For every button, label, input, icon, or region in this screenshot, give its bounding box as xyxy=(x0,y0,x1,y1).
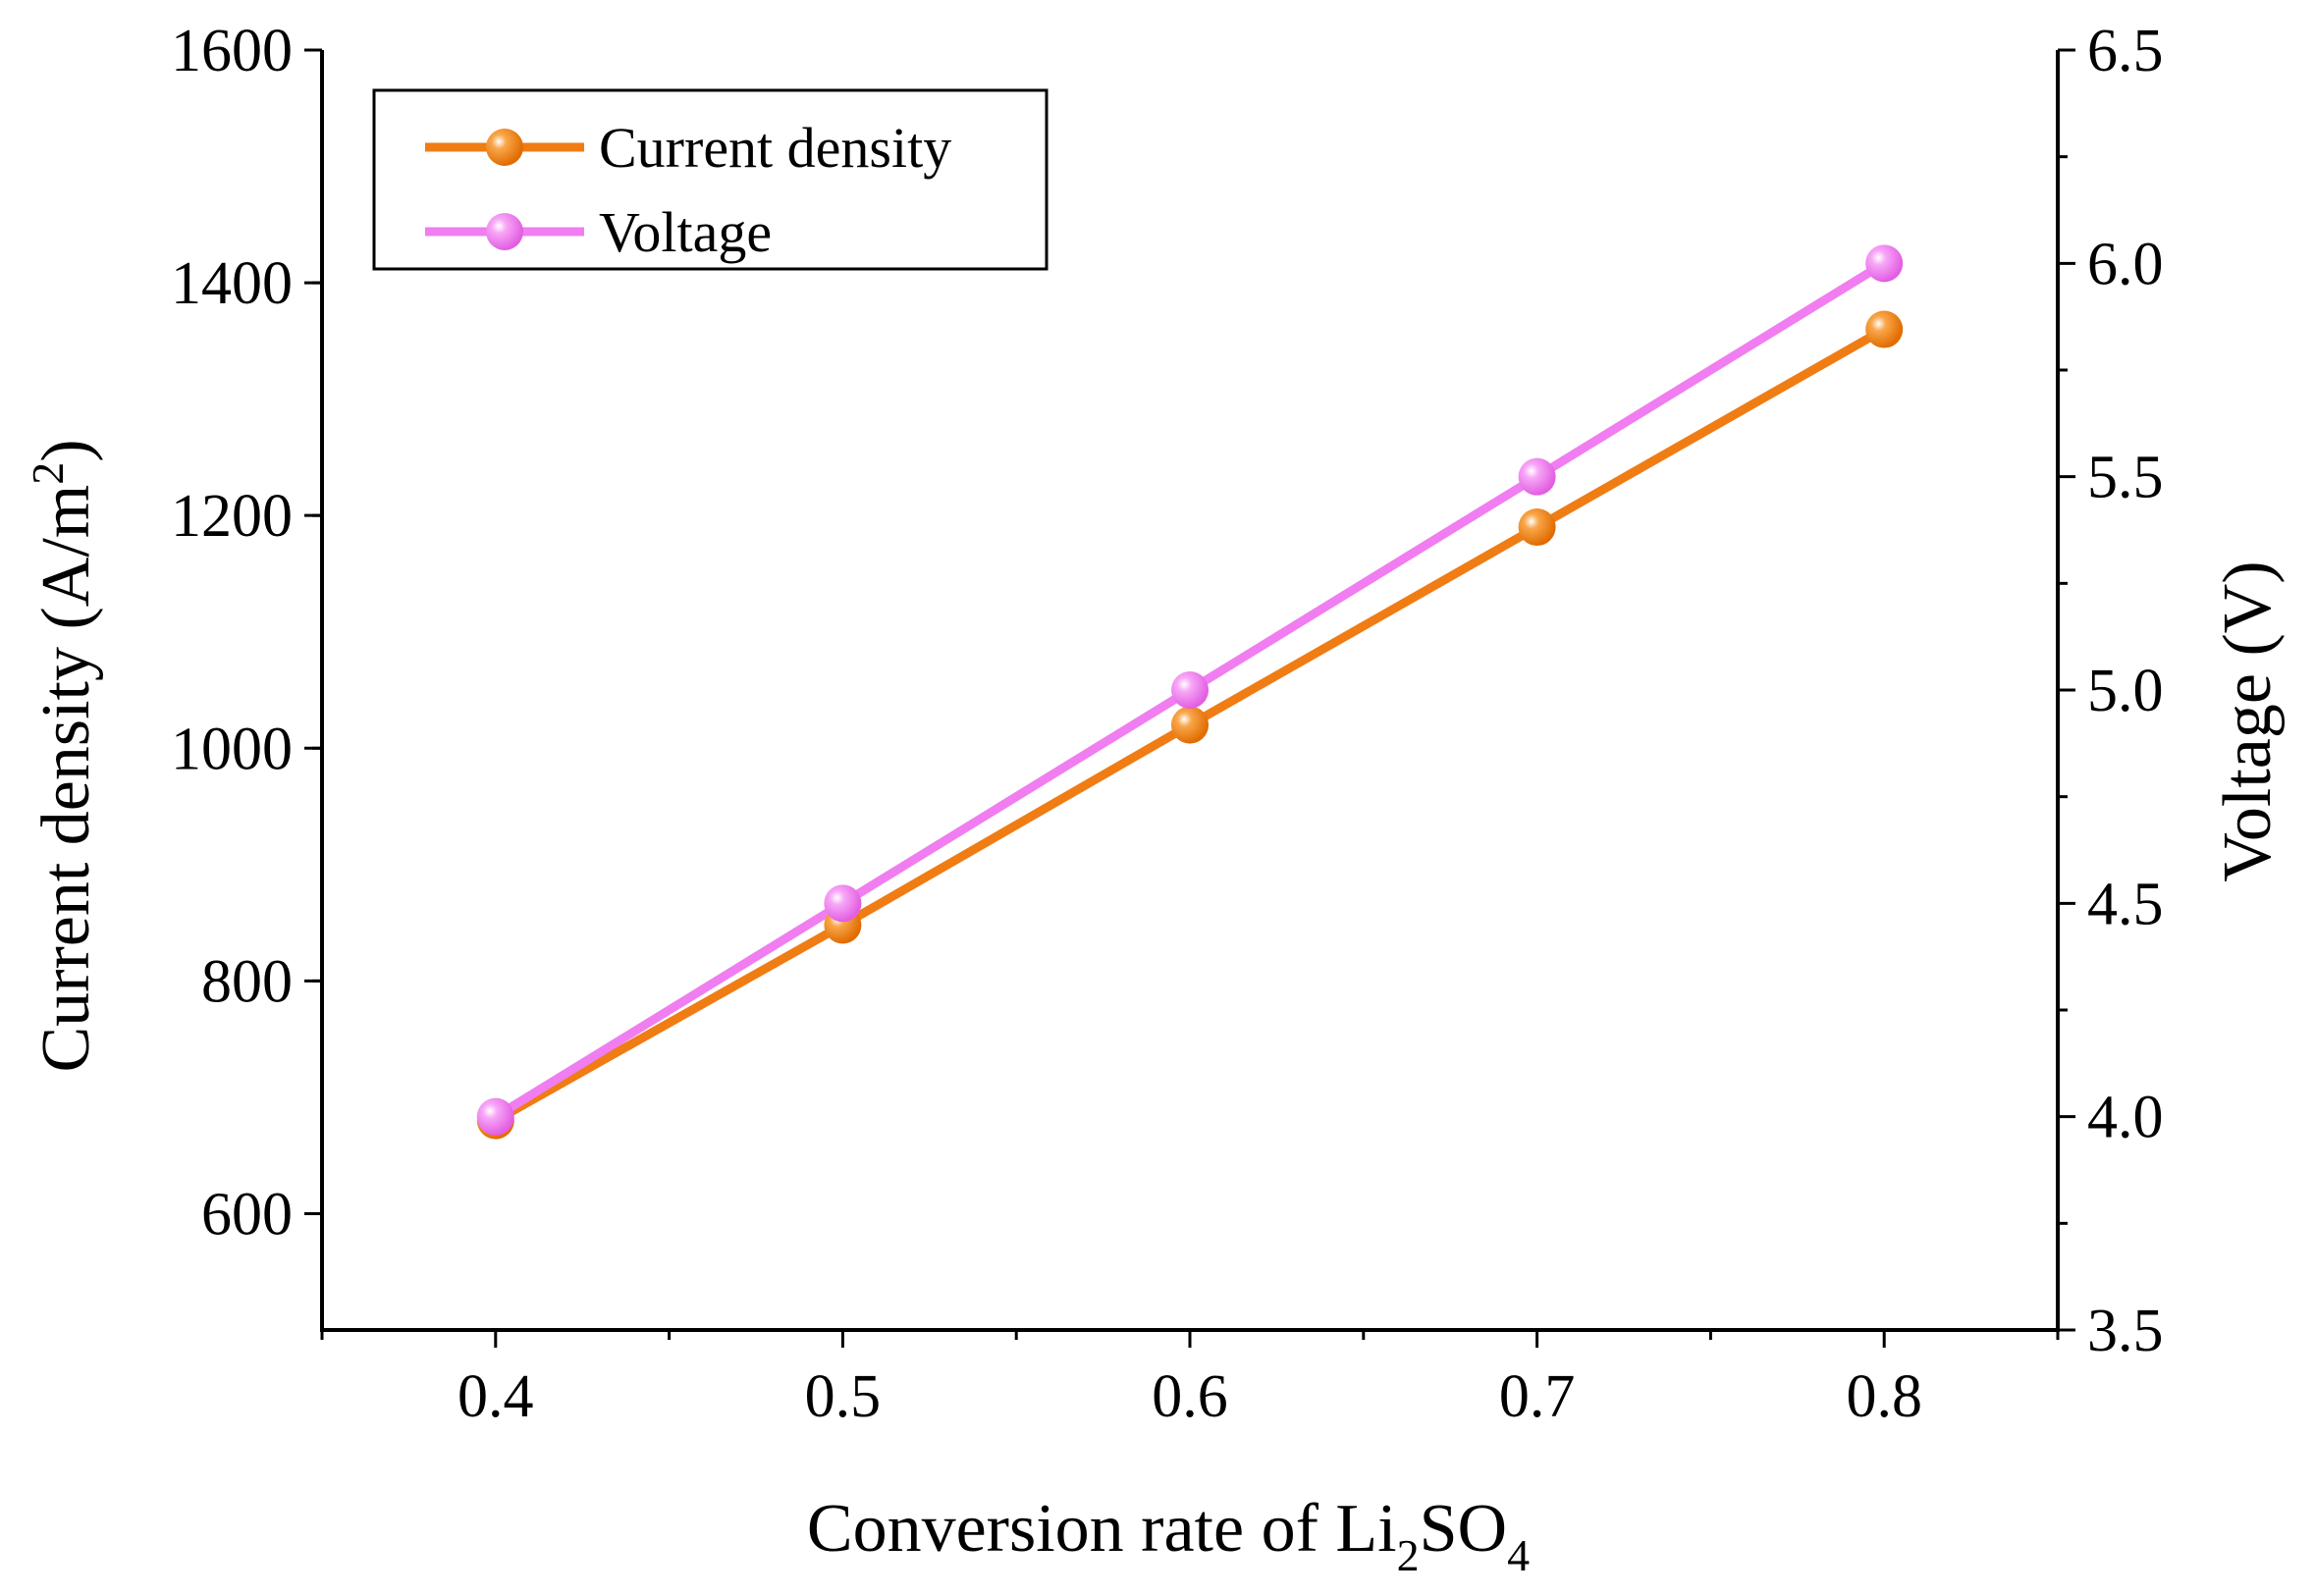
data-point-current-density xyxy=(1865,310,1904,348)
y-left-tick-label: 1000 xyxy=(171,716,293,782)
x-tick-label: 0.5 xyxy=(805,1363,882,1430)
y-left-tick-label: 1400 xyxy=(171,250,293,317)
legend-marker-voltage xyxy=(486,213,523,250)
x-ticks: 0.4 0.5 0.6 0.7 0.8 xyxy=(320,1330,2060,1430)
y-left-axis-title-sup: 2 xyxy=(23,462,73,485)
y-right-tick-label: 4.0 xyxy=(2087,1085,2164,1151)
x-tick-label: 0.8 xyxy=(1846,1363,1922,1430)
legend-label-voltage: Voltage xyxy=(599,200,772,264)
data-point-voltage xyxy=(476,1097,514,1136)
y-left-tick-label: 1200 xyxy=(171,483,293,550)
x-axis-title-sub1: 2 xyxy=(1397,1530,1420,1580)
y-left-tick-label: 800 xyxy=(201,948,293,1015)
x-tick-label: 0.4 xyxy=(457,1363,534,1430)
x-tick-label: 0.6 xyxy=(1152,1363,1228,1430)
legend-box xyxy=(372,88,1049,271)
data-point-current-density xyxy=(1518,508,1556,547)
series-layer xyxy=(476,244,1904,1140)
y-left-axis-title-main: Current density (A/m xyxy=(28,485,104,1073)
y-right-axis-title: Voltage (V) xyxy=(2210,560,2286,881)
legend-label-current-density: Current density xyxy=(599,116,951,180)
y-right-tick-label: 3.5 xyxy=(2087,1298,2164,1364)
y-left-axis-title: Current density (A/m2) xyxy=(23,439,104,1072)
y-right-ticks: 3.5 4.0 4.5 5.0 5.5 6.0 6.5 xyxy=(2058,18,2164,1364)
y-right-tick-label: 4.5 xyxy=(2087,871,2164,937)
data-point-voltage xyxy=(1865,244,1904,283)
x-axis-title-sub2: 4 xyxy=(1507,1530,1530,1580)
data-point-current-density xyxy=(1171,706,1209,744)
y-left-tick-label: 600 xyxy=(201,1181,293,1248)
y-right-tick-label: 5.0 xyxy=(2087,658,2164,724)
y-right-tick-label: 5.5 xyxy=(2087,445,2164,511)
y-left-ticks: 600 800 1000 1200 1400 1600 xyxy=(171,18,322,1248)
y-right-tick-label: 6.0 xyxy=(2087,231,2164,297)
y-left-tick-label: 1600 xyxy=(171,18,293,84)
x-axis-title-main: Conversion rate of Li xyxy=(807,1491,1397,1567)
legend-marker-current-density xyxy=(486,129,523,166)
y-right-tick-label: 6.5 xyxy=(2087,18,2164,84)
data-point-voltage xyxy=(824,884,862,923)
x-axis-title-mid: SO xyxy=(1420,1491,1507,1567)
legend: Current density Voltage xyxy=(372,88,1049,271)
x-tick-label: 0.7 xyxy=(1499,1363,1576,1430)
data-point-voltage xyxy=(1518,457,1556,496)
y-left-axis-title-end: ) xyxy=(28,439,104,461)
data-point-voltage xyxy=(1171,671,1209,709)
x-axis-title: Conversion rate of Li2SO4 xyxy=(807,1491,1530,1580)
